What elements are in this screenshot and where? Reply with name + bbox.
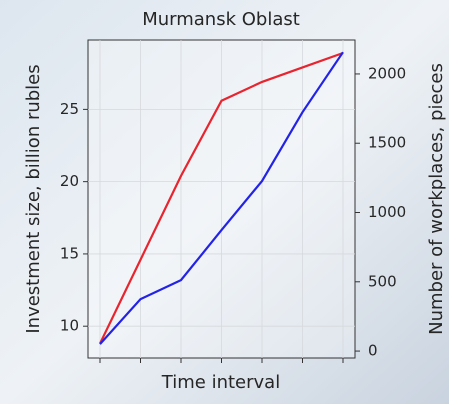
y2-axis-label: Number of workplaces, pieces [426,63,447,335]
y2-tick-label: 1000 [368,203,406,221]
y2-tick-label: 500 [368,272,397,290]
y-axis-label: Investment size, billion rubles [23,64,44,333]
chart: Murmansk Oblast Time interval Investment… [0,0,449,404]
y2-tick-label: 0 [368,342,378,360]
y-tick-label: 15 [60,244,79,262]
x-axis-label: Time interval [161,372,280,393]
y-tick-label: 25 [60,100,79,118]
y-tick-label: 10 [60,317,79,335]
y2-tick-label: 2000 [368,64,406,82]
chart-title: Murmansk Oblast [142,9,300,30]
y2-tick-label: 1500 [368,134,406,152]
y-tick-label: 20 [60,172,79,190]
